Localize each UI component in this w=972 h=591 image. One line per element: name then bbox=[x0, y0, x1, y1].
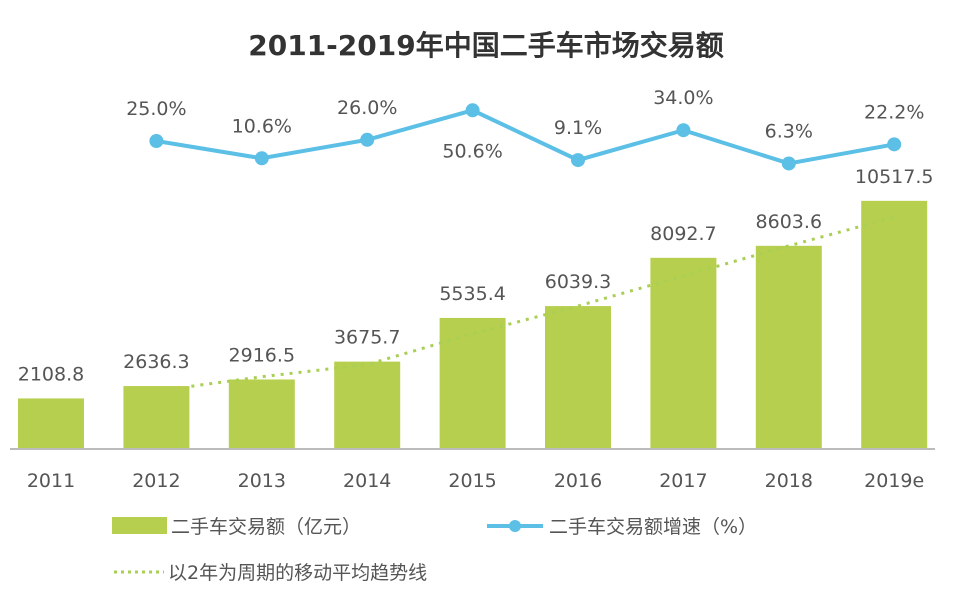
legend-bar-label: 二手车交易额（亿元） bbox=[171, 516, 362, 538]
growth-point bbox=[781, 156, 796, 171]
growth-data-label: 34.0% bbox=[653, 87, 713, 109]
bar bbox=[439, 317, 506, 448]
growth-point bbox=[465, 103, 480, 118]
bar-data-label: 6039.3 bbox=[545, 271, 611, 293]
chart-title: 2011-2019年中国二手车市场交易额 bbox=[248, 29, 724, 62]
bar bbox=[755, 245, 822, 448]
growth-data-label: 10.6% bbox=[232, 115, 292, 137]
bar bbox=[545, 306, 611, 448]
growth-data-label: 26.0% bbox=[337, 97, 397, 119]
legend-item-line: 二手车交易额增速（%） bbox=[485, 512, 757, 539]
bar-data-label: 10517.5 bbox=[855, 166, 934, 188]
growth-point bbox=[887, 137, 902, 152]
x-tick-label: 2018 bbox=[765, 470, 813, 492]
bar-data-label: 2916.5 bbox=[229, 344, 295, 366]
bar-data-label: 8603.6 bbox=[756, 211, 822, 233]
x-tick-label: 2016 bbox=[554, 470, 602, 492]
bar-data-label: 2108.8 bbox=[18, 363, 84, 385]
x-tick-label: 2015 bbox=[448, 470, 496, 492]
x-tick-label: 2017 bbox=[659, 470, 707, 492]
bar bbox=[650, 257, 717, 448]
legend-item-bar: 二手车交易额（亿元） bbox=[112, 512, 361, 539]
growth-point bbox=[254, 151, 269, 166]
growth-data-label: 9.1% bbox=[554, 117, 602, 139]
legend-item-trend: 以2年为周期的移动平均趋势线 bbox=[112, 558, 427, 585]
growth-point bbox=[571, 153, 585, 168]
growth-point bbox=[360, 132, 375, 147]
legend-line-swatch bbox=[487, 519, 543, 532]
x-tick-label: 2019e bbox=[864, 470, 924, 492]
legend-line-label: 二手车交易额增速（%） bbox=[549, 516, 758, 538]
bar bbox=[334, 361, 401, 448]
x-tick-label: 2012 bbox=[132, 470, 180, 492]
bar-data-label: 2636.3 bbox=[123, 351, 189, 373]
x-tick-label: 2011 bbox=[27, 470, 75, 492]
bar bbox=[861, 200, 928, 448]
growth-point bbox=[149, 134, 164, 148]
growth-data-label: 25.0% bbox=[126, 98, 186, 120]
growth-data-label: 50.6% bbox=[442, 140, 502, 162]
legend-bar-swatch bbox=[112, 517, 167, 534]
growth-data-label: 6.3% bbox=[765, 120, 813, 142]
bar-data-label: 8092.7 bbox=[650, 223, 716, 245]
bar bbox=[228, 379, 295, 448]
growth-line bbox=[156, 108, 895, 166]
legend-trend-label: 以2年为周期的移动平均趋势线 bbox=[168, 562, 428, 584]
legend-trend-swatch bbox=[114, 570, 164, 573]
x-tick-label: 2014 bbox=[343, 470, 391, 492]
growth-point bbox=[676, 123, 691, 138]
growth-data-label: 22.2% bbox=[864, 101, 924, 123]
bar-data-label: 5535.4 bbox=[439, 283, 505, 305]
x-tick-label: 2013 bbox=[238, 470, 286, 492]
bar bbox=[123, 386, 190, 448]
moving-average-line bbox=[191, 215, 895, 388]
bar-data-label: 3675.7 bbox=[334, 327, 400, 349]
bar bbox=[18, 398, 84, 448]
